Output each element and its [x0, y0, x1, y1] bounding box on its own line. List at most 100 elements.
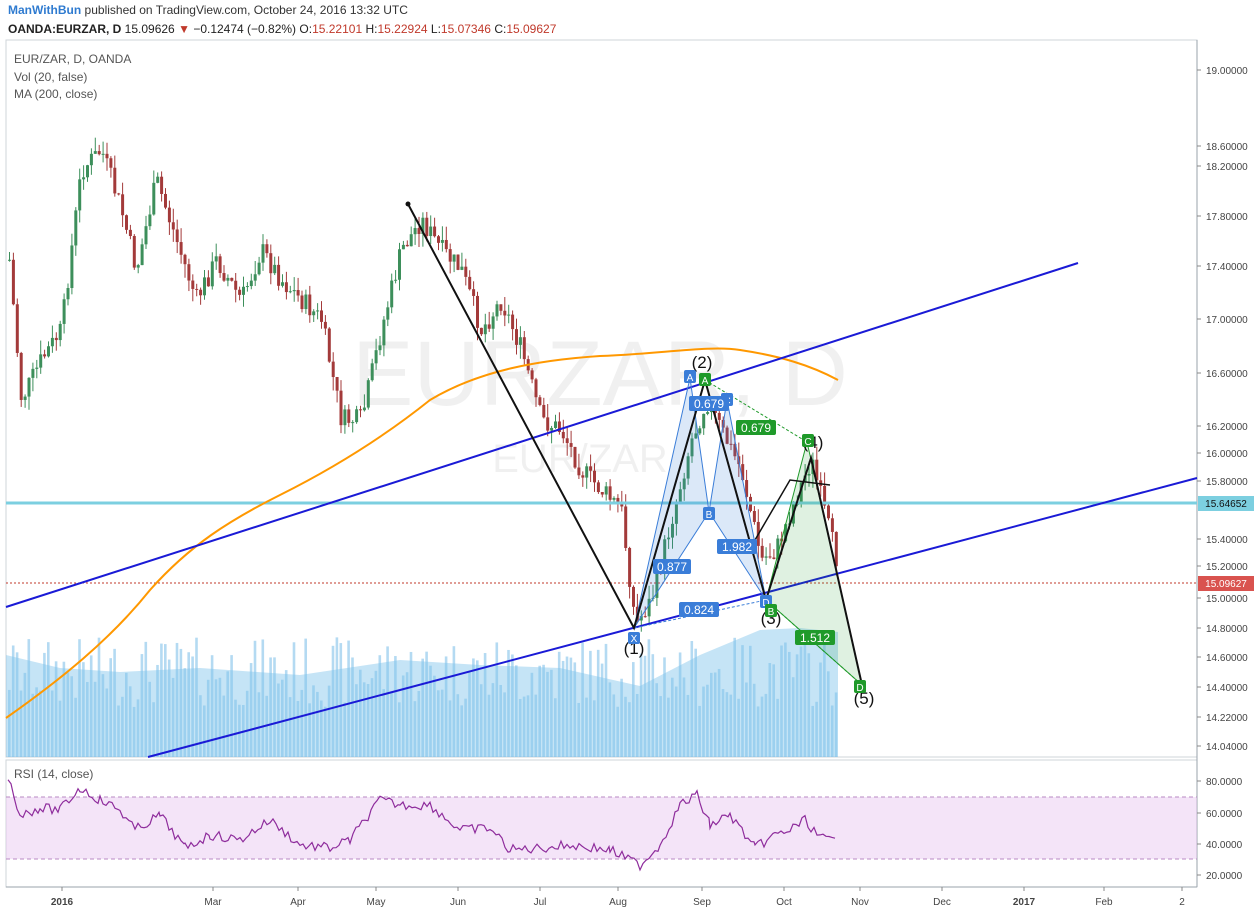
rsi-line [7, 779, 836, 872]
candle-body [522, 337, 526, 360]
volume-bar [624, 696, 627, 757]
rsi-tick-label: 20.0000 [1206, 871, 1243, 882]
candle-body [335, 377, 339, 391]
candle-body [444, 239, 448, 250]
candle-body [58, 323, 62, 341]
volume-bar [811, 705, 814, 757]
volume-bar [507, 649, 510, 757]
volume-bar [702, 686, 705, 757]
volume-bar [651, 654, 655, 757]
candle-body [639, 616, 643, 621]
candle-body [557, 421, 561, 432]
volume-bar [834, 692, 838, 757]
volume-bar [429, 665, 432, 757]
volume-bar [487, 694, 491, 757]
volume-bar [351, 657, 354, 757]
volume-bar [234, 699, 237, 757]
elliott-wave-path[interactable] [407, 203, 863, 686]
volume-bar [304, 638, 307, 757]
volume-bar [433, 675, 436, 757]
volume-bar [819, 662, 822, 757]
volume-bar [323, 706, 327, 757]
volume-bar [288, 697, 292, 757]
point-d-green-tag: D [854, 680, 866, 694]
ma200-line [5, 347, 839, 719]
volume-bar [499, 684, 502, 757]
price-tick-label: 18.20000 [1206, 162, 1248, 173]
candle-body [331, 361, 335, 378]
volume-bar [791, 677, 795, 757]
wave-start-point[interactable] [405, 201, 411, 207]
candle-body [234, 280, 238, 290]
volume-bars [8, 637, 838, 757]
svg-text:0.824: 0.824 [684, 603, 714, 617]
candle-body [425, 217, 429, 237]
volume-bar [745, 682, 748, 757]
volume-bar [101, 674, 105, 757]
candle-body [440, 239, 444, 243]
candle-body [374, 350, 378, 364]
candle-body [199, 289, 203, 296]
time-tick-label: Dec [933, 897, 951, 908]
candle-body [206, 277, 210, 287]
ratio-tag-1982: 1.982 [717, 539, 757, 554]
volume-bar [390, 691, 393, 757]
candle-body [284, 282, 288, 293]
volume-bar [19, 690, 23, 757]
volume-bar [768, 663, 772, 757]
time-axis[interactable]: 2016 Mar Apr May Jun Jul Aug Sep Oct Nov Dec 2017 Fe… [51, 887, 1185, 908]
candle-body [698, 428, 702, 434]
volume-bar [308, 703, 311, 757]
volume-bar [569, 657, 573, 757]
candle-body [15, 304, 19, 353]
price-tick-label: 14.60000 [1206, 653, 1248, 664]
channel-lower-line[interactable] [147, 477, 1198, 758]
candle-body [694, 433, 698, 439]
volume-bar [218, 677, 222, 757]
price-tick-label: 17.00000 [1206, 315, 1248, 326]
time-tick-label: 2 [1179, 897, 1185, 908]
down-arrow-icon: ▼ [178, 22, 190, 36]
volume-bar [320, 700, 323, 757]
point-a-tag: A [684, 370, 696, 384]
price-tick-label: 14.04000 [1206, 742, 1248, 753]
author-link[interactable]: ManWithBun [8, 3, 82, 17]
volume-bar [542, 664, 545, 757]
open-label: O: [299, 22, 313, 36]
candle-body [448, 249, 452, 262]
candle-body [160, 176, 164, 194]
volume-bar [671, 677, 674, 757]
volume-bar [659, 696, 662, 757]
candle-body [589, 466, 593, 471]
candle-body [717, 412, 721, 420]
legend-rsi: RSI (14, close) [14, 767, 94, 781]
volume-bar [760, 696, 764, 757]
volume-bar [378, 655, 382, 757]
candle-body [308, 294, 312, 316]
price-tick-label: 16.20000 [1206, 422, 1248, 433]
candle-body [690, 438, 694, 457]
candle-body [491, 316, 495, 329]
last-price-tag: 15.09627 [1198, 576, 1254, 591]
volume-bar [93, 681, 97, 757]
candle-body [733, 443, 737, 457]
candle-body [382, 319, 386, 346]
close-label: C: [494, 22, 507, 36]
candle-body [834, 531, 838, 567]
channel-upper-line[interactable] [5, 262, 1079, 608]
candle-body [175, 229, 179, 243]
volume-bar [608, 682, 612, 757]
candle-body [218, 256, 222, 274]
candle-body [292, 290, 296, 292]
volume-bar [448, 700, 452, 757]
svg-text:B: B [706, 510, 713, 521]
volume-bar [331, 645, 335, 757]
volume-bar [799, 646, 803, 757]
price-axis[interactable]: 19.00000 18.60000 18.20000 17.80000 17.40000… [1197, 66, 1248, 753]
volume-bar [401, 675, 405, 757]
svg-text:D: D [762, 598, 769, 609]
volume-bar [515, 665, 518, 757]
volume-bar [784, 642, 787, 757]
volume-bar [366, 683, 370, 757]
